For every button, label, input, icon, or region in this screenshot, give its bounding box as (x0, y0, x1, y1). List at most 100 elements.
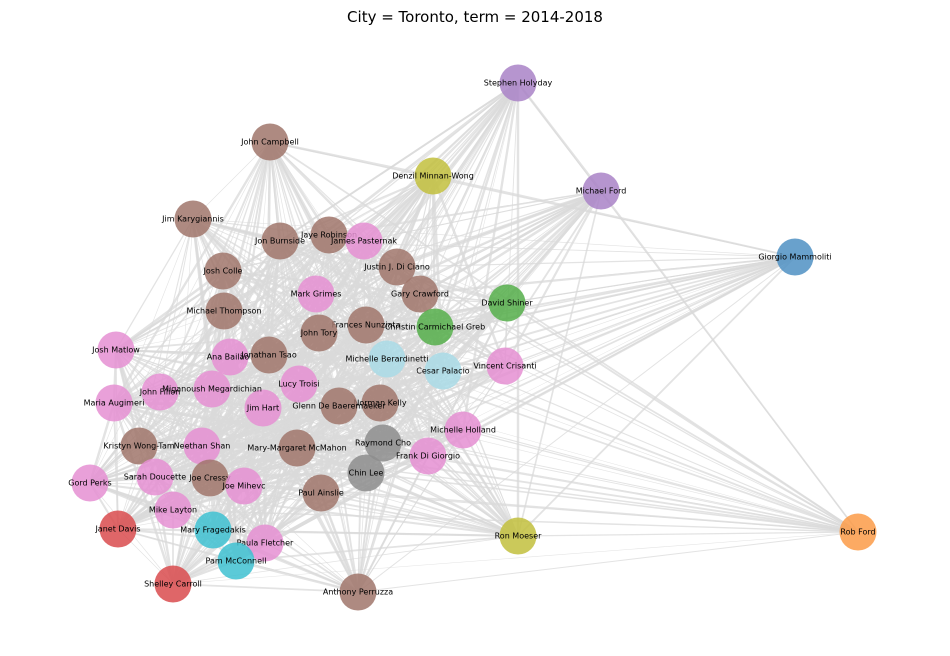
edge (506, 302, 859, 533)
node-kristyn-wong-tam: Kristyn Wong-Tam (103, 427, 175, 465)
node-circle (310, 216, 348, 254)
edge (365, 472, 519, 537)
edge (462, 429, 519, 537)
node-circle (211, 338, 249, 376)
edge (235, 535, 519, 562)
edge (427, 455, 519, 537)
node-label: Janet Davis (94, 525, 140, 534)
edge (113, 402, 119, 530)
node-label: Paula Fletcher (237, 539, 294, 548)
node-circle (300, 314, 338, 352)
node-label: Giorgio Mammoliti (758, 253, 831, 262)
node-raymond-cho: Raymond Cho (355, 424, 411, 462)
node-circle (193, 370, 231, 408)
edge (517, 531, 859, 537)
node-janet-davis: Janet Davis (94, 510, 141, 548)
node-label: Jim Karygiannis (161, 215, 224, 224)
node-circle (154, 491, 192, 529)
node-circle (839, 513, 877, 551)
node-label: John Filion (139, 388, 181, 397)
node-label: Sarah Doucette (124, 473, 187, 482)
node-circle (347, 454, 385, 492)
node-circle (339, 573, 377, 611)
node-label: Mary-Margaret McMahon (247, 444, 346, 453)
edge (154, 476, 237, 562)
node-circle (345, 222, 383, 260)
node-ron-moeser: Ron Moeser (495, 517, 543, 555)
node-circle (424, 352, 462, 390)
node-sarah-doucette: Sarah Doucette (124, 458, 187, 496)
node-rob-ford: Rob Ford (839, 513, 877, 551)
edge (357, 256, 796, 593)
node-ana-bail-o: Ana Bailão (207, 338, 250, 376)
edge (223, 310, 464, 431)
node-label: Michelle Berardinetti (346, 355, 429, 364)
node-vincent-crisanti: Vincent Crisanti (473, 347, 537, 385)
node-label: Frances Nunziata (332, 321, 401, 330)
node-circle (409, 437, 447, 475)
node-label: Gord Perks (68, 479, 111, 488)
edge (211, 388, 322, 494)
node-label: Mike Layton (149, 506, 197, 515)
edge (138, 310, 225, 447)
node-circle (191, 459, 229, 497)
node-jim-karygiannis: Jim Karygiannis (161, 200, 224, 238)
node-circle (205, 292, 243, 330)
node-label: Cesar Palacio (416, 367, 470, 376)
node-circle (488, 284, 526, 322)
node-mike-layton: Mike Layton (149, 491, 197, 529)
node-circle (99, 510, 137, 548)
node-shelley-carroll: Shelley Carroll (144, 565, 202, 603)
node-circle (154, 565, 192, 603)
node-circle (278, 429, 316, 467)
edge (211, 388, 367, 474)
node-label: James Pasternak (330, 237, 397, 246)
node-label: Ron Moeser (495, 532, 543, 541)
node-circle (347, 306, 385, 344)
node-gord-perks: Gord Perks (68, 464, 112, 502)
edge (229, 234, 330, 358)
node-circle (71, 464, 109, 502)
node-joe-cressy: Joe Cressy (188, 459, 231, 497)
node-label: John Campbell (240, 138, 299, 147)
edge (243, 485, 519, 537)
node-label: Ana Bailão (207, 353, 250, 362)
edge (172, 447, 298, 585)
node-circle (776, 238, 814, 276)
edge (338, 405, 859, 533)
node-label: Joe Mihevc (222, 482, 266, 491)
node-john-filion: John Filion (139, 373, 181, 411)
edge (138, 407, 264, 447)
node-mary-margaret-mcmahon: Mary-Margaret McMahon (247, 429, 347, 467)
node-circle (204, 252, 242, 290)
node-label: Frank Di Giorgio (396, 452, 460, 461)
edge (117, 527, 266, 545)
node-lucy-troisi: Lucy Troisi (278, 365, 320, 403)
node-josh-colle: Josh Colle (203, 252, 243, 290)
edge (296, 447, 859, 533)
node-circle (174, 200, 212, 238)
edge (432, 175, 796, 258)
node-john-tory: John Tory (300, 314, 338, 352)
edge (115, 332, 320, 351)
node-label: Jim Hart (246, 404, 279, 413)
edge (115, 310, 225, 351)
node-label: Denzil Minnan-Wong (392, 172, 474, 181)
node-denzil-minnan-wong: Denzil Minnan-Wong (392, 157, 474, 195)
node-label: Lucy Troisi (278, 380, 319, 389)
node-label: Glenn De Baeremaeker (292, 402, 386, 411)
edge (115, 240, 281, 351)
edge (115, 218, 194, 351)
node-mark-grimes: Mark Grimes (291, 275, 341, 313)
node-circle (136, 458, 174, 496)
edge (427, 190, 602, 457)
node-paula-fletcher: Paula Fletcher (237, 524, 294, 562)
node-label: Pam McConnell (206, 557, 267, 566)
chart-title: City = Toronto, term = 2014-2018 (347, 8, 603, 26)
node-label: Jaye Robinson (300, 231, 357, 240)
node-glenn-de-baeremaeker: Glenn De Baeremaeker (292, 387, 386, 425)
node-label: John Tory (300, 329, 338, 338)
node-label: Stephen Holyday (484, 79, 553, 88)
edge (357, 531, 859, 593)
